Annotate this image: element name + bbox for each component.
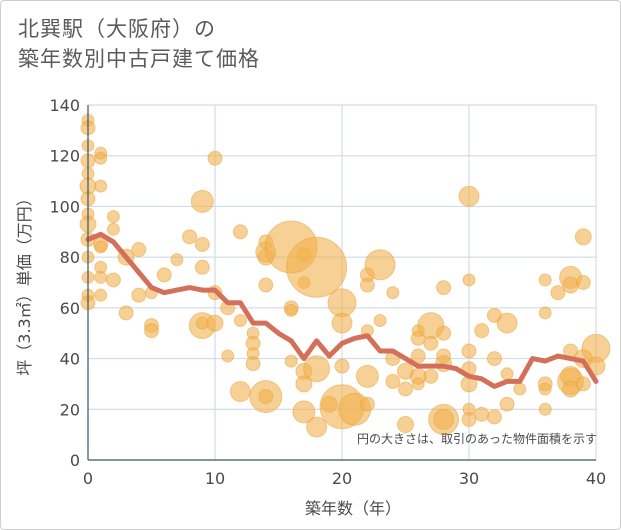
data-bubble (486, 409, 502, 425)
data-bubble (373, 314, 387, 328)
data-bubble (386, 286, 400, 300)
data-bubble (284, 354, 298, 368)
data-bubble (474, 406, 490, 422)
data-bubble (410, 348, 426, 364)
data-bubble (105, 272, 121, 288)
data-bubble (433, 408, 455, 430)
data-bubble (397, 416, 414, 433)
size-legend-note: 円の大きさは、取引のあった物件面積を示す (357, 431, 597, 446)
data-bubble (461, 343, 477, 359)
chart-title: 北巽駅（大阪府）の 築年数別中古戸建て価格 (18, 14, 260, 74)
chart-title-line1: 北巽駅（大阪府）の (18, 17, 216, 41)
data-bubble (359, 277, 375, 293)
data-bubble (562, 276, 580, 294)
data-bubble (233, 314, 247, 328)
data-bubble (258, 277, 274, 293)
y-tick-label: 60 (60, 299, 80, 318)
chart-title-line2: 築年数別中古戸建て価格 (18, 47, 260, 71)
y-tick-label: 120 (49, 147, 80, 166)
data-bubble (144, 323, 159, 339)
data-bubble (496, 312, 518, 334)
y-tick-label: 80 (60, 248, 80, 267)
tick-labels: 0 20 40 60 80 100 120 140 0 10 20 30 40 (49, 96, 606, 488)
data-bubble (292, 400, 316, 424)
y-tick-label: 140 (49, 96, 80, 115)
data-bubble (94, 179, 108, 193)
data-bubble (538, 402, 552, 416)
data-bubble (106, 210, 120, 224)
data-bubble (364, 249, 396, 281)
data-bubble (461, 411, 477, 427)
data-bubble (458, 185, 480, 207)
data-bubble (131, 242, 147, 258)
data-bubble (232, 224, 248, 240)
y-tick-label: 20 (60, 400, 80, 419)
data-bubble (513, 382, 527, 396)
trend-layer (85, 231, 599, 389)
y-tick-label: 40 (60, 350, 80, 369)
data-bubble (170, 253, 184, 267)
data-bubble (190, 189, 214, 213)
data-bubble (206, 314, 224, 332)
y-axis-label: 坪（3.3㎡）単価（万円） (15, 190, 34, 375)
bubble-layer (79, 113, 611, 438)
data-bubble (538, 273, 552, 287)
data-bubble (94, 151, 108, 165)
data-bubble (359, 396, 375, 412)
data-bubble (207, 150, 223, 166)
data-bubble (295, 375, 313, 393)
data-bubble (182, 229, 198, 245)
x-tick-label: 20 (332, 469, 352, 488)
data-bubble (331, 312, 353, 334)
data-bubble (306, 416, 328, 438)
data-bubble (94, 240, 108, 254)
data-bubble (538, 306, 552, 320)
trend-line (85, 231, 599, 389)
x-tick-label: 10 (205, 469, 225, 488)
x-tick-label: 30 (459, 469, 479, 488)
data-bubble (334, 358, 350, 374)
data-bubble (286, 236, 348, 298)
data-bubble (474, 323, 490, 339)
data-bubble (118, 305, 134, 321)
axes (87, 105, 596, 461)
data-bubble (94, 288, 108, 302)
data-bubble (423, 335, 439, 351)
data-bubble (411, 377, 425, 391)
data-bubble (575, 275, 591, 290)
data-bubble (486, 351, 502, 367)
data-bubble (131, 287, 147, 303)
data-bubble (284, 303, 298, 317)
data-bubble (258, 389, 274, 405)
data-bubble (303, 355, 331, 383)
data-bubble (423, 368, 439, 384)
x-tick-label: 0 (83, 469, 93, 488)
data-bubble (106, 222, 120, 236)
data-bubble (355, 364, 379, 388)
data-bubble (385, 373, 401, 389)
y-tick-label: 100 (49, 197, 80, 216)
x-axis-label: 築年数（年） (305, 499, 401, 518)
data-bubble (574, 228, 592, 246)
data-bubble (194, 236, 210, 252)
data-bubble (221, 349, 235, 363)
data-bubble (436, 325, 452, 341)
data-bubble (499, 396, 515, 412)
data-bubble (398, 381, 413, 397)
data-bubble (156, 267, 172, 283)
data-bubble (94, 270, 108, 284)
data-bubble (550, 285, 566, 301)
data-bubble (538, 382, 552, 396)
data-bubble (229, 381, 251, 403)
data-bubble (462, 273, 476, 287)
data-bubble (194, 259, 210, 275)
y-tick-label: 0 (70, 451, 80, 470)
x-tick-label: 40 (586, 469, 606, 488)
data-bubble (500, 367, 514, 381)
data-bubble (245, 356, 261, 372)
data-bubble (436, 280, 452, 296)
data-bubble (575, 376, 591, 392)
